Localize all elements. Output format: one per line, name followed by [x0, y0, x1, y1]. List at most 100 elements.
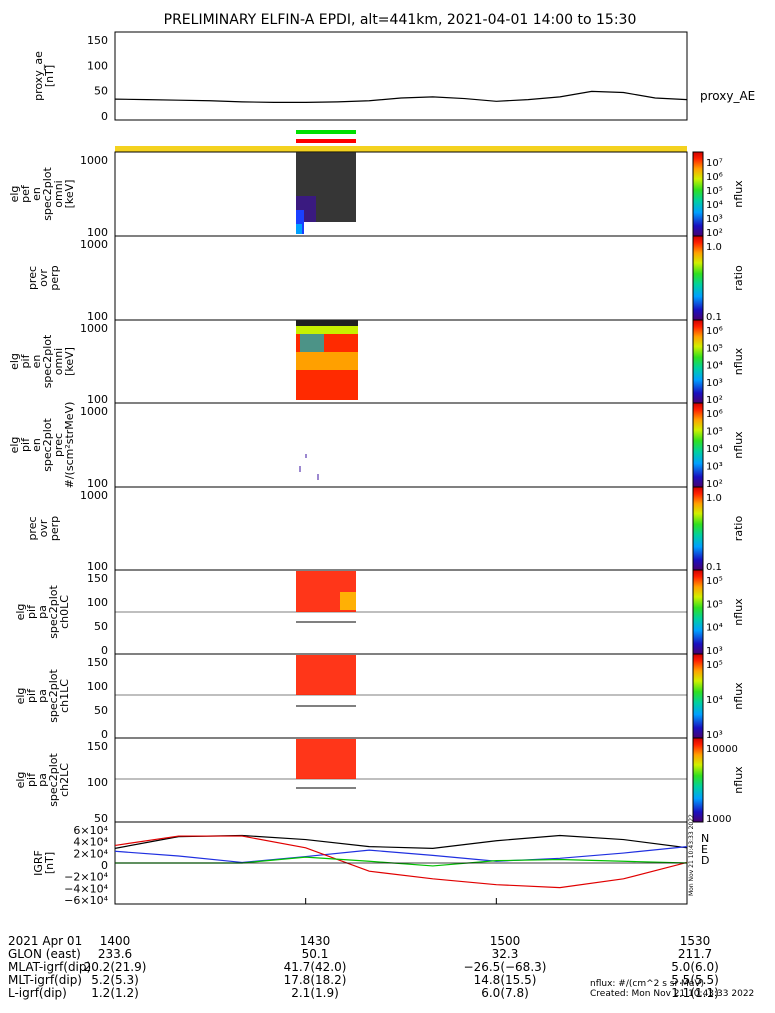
ytick-ratio1-1: 100 [87, 310, 108, 323]
ylabel-ae: proxy_ae[nT] [32, 51, 56, 101]
cbtick-ch2-0: 10000 [706, 744, 738, 755]
ephem-row: GLON (east) 233.6 50.1 32.3 211.7 [8, 948, 768, 961]
ylabel-pif: elgpifenspec2plotomni[keV] [8, 334, 76, 388]
ytick-ch0-1: 100 [87, 596, 108, 609]
cblabel-ratio2: ratio [732, 516, 745, 542]
cbtick-pif-1: 10⁵ [706, 343, 723, 354]
cbtick-pef-5: 10² [706, 228, 723, 239]
ytick-ch1-2: 50 [94, 704, 108, 717]
ytick-igrf-0: 6×10⁴ [73, 824, 108, 837]
ytick-ch0-0: 150 [87, 572, 108, 585]
ephem-cell: 1430 [299, 934, 331, 948]
ytick-igrf-5: −4×10⁴ [64, 882, 108, 895]
cbtick-ch1-1: 10⁴ [706, 695, 723, 706]
ephem-row-label: MLAT-igrf(dip) [8, 960, 92, 974]
spectrogram-prec-data [299, 454, 319, 480]
igrf-line-0 [115, 834, 687, 849]
ytick-ae-0: 150 [87, 34, 108, 47]
cbtick-prec-3: 10³ [706, 462, 723, 473]
cbtick-prec-4: 10² [706, 479, 723, 490]
cblabel-ratio1: ratio [732, 265, 745, 291]
ytick-ch1-3: 0 [101, 728, 108, 741]
orbit-marks [296, 130, 356, 143]
ephem-cell: 20.2(21.9) [83, 960, 147, 974]
cbtick-pef-4: 10³ [706, 214, 723, 225]
ylabel-ch0: elgpifpaspec2plotch0LC [14, 585, 71, 639]
ytick-ratio2-1: 100 [87, 560, 108, 573]
footer-created: Created: Mon Nov 21 10:43:33 2022 [590, 989, 755, 999]
igrf-legend-E: E [701, 843, 708, 856]
cbtick-pef-0: 10⁷ [706, 158, 723, 169]
cblabel-ch1: nflux [732, 682, 745, 710]
ytick-prec-0: 1000 [80, 405, 108, 418]
igrf-legend-N: N [701, 832, 709, 845]
ytick-ratio1-0: 1000 [80, 238, 108, 251]
cbtick-pif-2: 10⁴ [706, 361, 723, 372]
ytick-igrf-3: 0 [101, 859, 108, 872]
ephem-cell: 2.1(1.9) [291, 986, 339, 1000]
cbtick-ch2-1: 1000 [706, 814, 731, 825]
cbtick-pef-2: 10⁵ [706, 186, 723, 197]
cbtick-pif-0: 10⁶ [706, 326, 723, 337]
cblabel-ch2: nflux [732, 766, 745, 794]
ytick-ae-1: 100 [87, 59, 108, 72]
cbtick-ch0-0: 10⁵ [706, 576, 723, 587]
plot-title: PRELIMINARY ELFIN-A EPDI, alt=441km, 202… [164, 12, 637, 28]
orbit-bar [115, 146, 687, 152]
ephem-cell: 1500 [489, 934, 521, 948]
ephem-cell: 1.1(1.1) [671, 986, 719, 1000]
ytick-pef-1: 100 [87, 226, 108, 239]
cbtick-ratio1-0: 1.0 [706, 242, 722, 253]
spectrogram-pif-data [296, 320, 358, 400]
ytick-ch0-2: 50 [94, 620, 108, 633]
igrf-line-2 [115, 835, 687, 889]
ephem-row-label: L-igrf(dip) [8, 986, 67, 1000]
footer-units: nflux: #/(cm^2 s sr MeV) [590, 979, 704, 989]
ylabel-ch2: elgpifpaspec2plotch2LC [14, 753, 71, 807]
ephem-cell: 5.0(6.0) [671, 960, 719, 974]
ytick-ch1-0: 150 [87, 656, 108, 669]
ephem-cell: 1530 [679, 934, 711, 948]
spectrogram-pa-data [296, 571, 356, 789]
panel-ae-frame [114, 31, 688, 121]
ephem-cell: 1.2(1.2) [91, 986, 139, 1000]
ephem-cell: 5.2(5.3) [91, 973, 139, 987]
ae-line-0 [115, 90, 687, 104]
ephem-cell: 1400 [99, 934, 131, 948]
igrf-line-1 [115, 846, 687, 864]
cbtick-ch1-2: 10³ [706, 730, 723, 741]
igrf-created-vertical: Mon Nov 21 10:43:33 2022 [688, 814, 695, 896]
axis-labels: proxy_ae[nT]150100500proxy_AEelgpefenspe… [8, 34, 755, 907]
ephem-cell: −26.5(−68.3) [463, 960, 547, 974]
igrf-series [115, 834, 687, 889]
ytick-ch0-3: 0 [101, 644, 108, 657]
cbtick-prec-0: 10⁶ [706, 409, 723, 420]
ytick-prec-1: 100 [87, 477, 108, 490]
ephem-cell: 233.6 [97, 947, 133, 961]
colorbars [692, 151, 704, 823]
ytick-ae-2: 50 [94, 85, 108, 98]
ytick-igrf-1: 4×10⁴ [73, 836, 108, 849]
ytick-pif-0: 1000 [80, 322, 108, 335]
ephem-row: L-igrf(dip) 1.2(1.2) 2.1(1.9) 6.0(7.8) 1.1(1… [8, 987, 768, 1000]
ytick-pef-0: 1000 [80, 154, 108, 167]
cbtick-ch0-1: 10⁵ [706, 599, 723, 610]
cbtick-ch1-0: 10⁵ [706, 660, 723, 671]
igrf-legend-D: D [701, 854, 709, 867]
cbtick-pif-4: 10² [706, 395, 723, 406]
spectrogram-pef-data [296, 152, 356, 234]
cblabel-prec: nflux [732, 431, 745, 459]
cbtick-ch0-3: 10³ [706, 646, 723, 657]
ytick-igrf-6: −6×10⁴ [64, 894, 108, 907]
ephem-row: MLAT-igrf(dip) 20.2(21.9) 41.7(42.0) −26.5(… [8, 961, 768, 974]
ephem-row-label: MLT-igrf(dip) [8, 973, 82, 987]
ephem-cell: 6.0(7.8) [481, 986, 529, 1000]
ephem-cell: 32.3 [491, 947, 519, 961]
ephem-row-label: GLON (east) [8, 947, 81, 961]
ae-series [115, 90, 687, 104]
ephem-cell: 50.1 [301, 947, 329, 961]
ephem-cell: 14.8(15.5) [473, 973, 537, 987]
cblabel-ch0: nflux [732, 598, 745, 626]
ephem-row: 2021 Apr 01 1400 1430 1500 1530 [8, 935, 768, 948]
